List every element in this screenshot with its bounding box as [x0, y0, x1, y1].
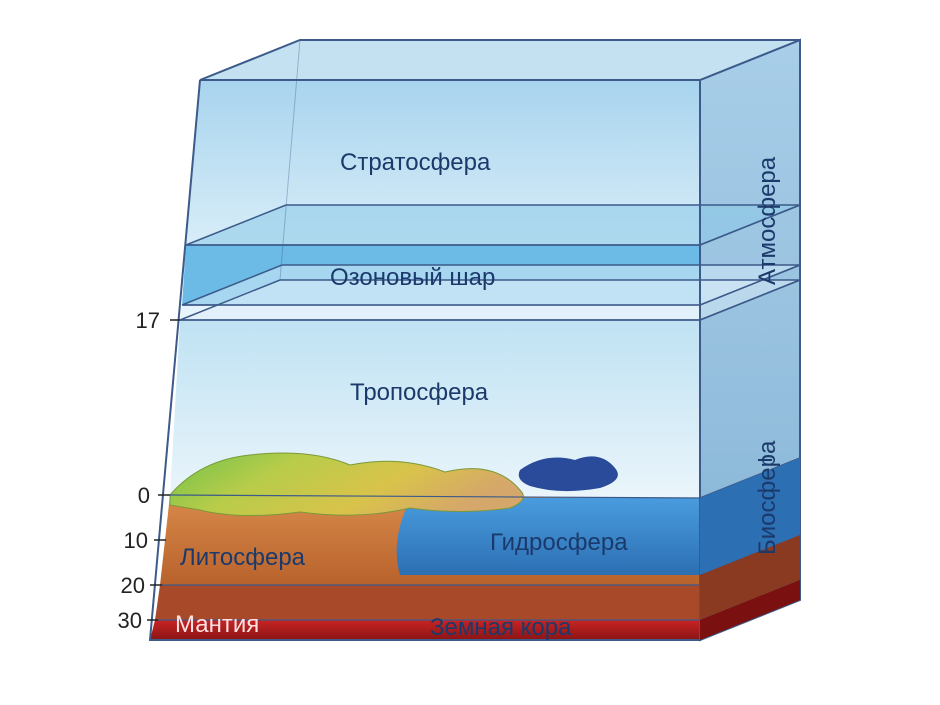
ozone-top-plane: [186, 205, 800, 245]
earth-layers-diagram: 17 0 10 20 30 Стратосфера Озоновый шар Т…: [0, 0, 940, 705]
label-biosphere: Биосфера: [754, 440, 781, 555]
scale-0: 0: [138, 483, 150, 508]
label-atmosphere: Атмосфера: [754, 156, 781, 285]
scale-30: 30: [118, 608, 142, 633]
label-mantle: Мантия: [175, 611, 259, 638]
scale-20: 20: [121, 573, 145, 598]
label-ozone: Озоновый шар: [330, 264, 495, 291]
top-face: [200, 40, 800, 80]
label-troposphere: Тропосфера: [350, 379, 489, 406]
label-hydrosphere: Гидросфера: [490, 529, 628, 556]
label-crust: Земная кора: [430, 614, 572, 641]
scale-17: 17: [136, 308, 160, 333]
label-stratosphere: Стратосфера: [340, 149, 491, 176]
label-lithosphere: Литосфера: [180, 544, 306, 571]
scale-10: 10: [124, 528, 148, 553]
diagram-svg: 17 0 10 20 30 Стратосфера Озоновый шар Т…: [0, 0, 940, 705]
